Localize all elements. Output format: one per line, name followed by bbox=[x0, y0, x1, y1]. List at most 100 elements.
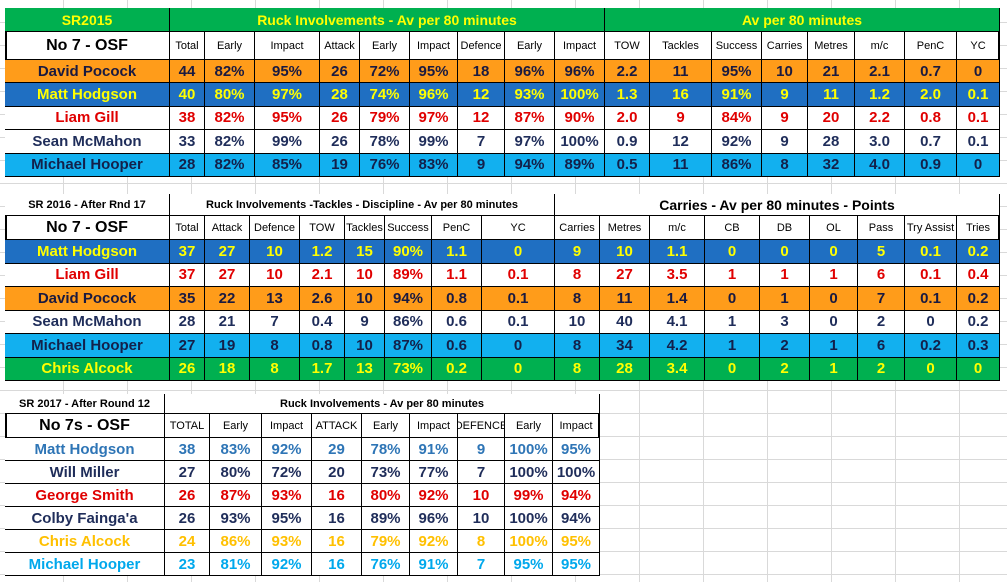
stat-value: 74% bbox=[360, 83, 410, 107]
stat-value: 11 bbox=[600, 287, 650, 311]
player-name: Michael Hooper bbox=[5, 553, 165, 576]
player-name: David Pocock bbox=[5, 60, 170, 84]
stat-value: 8 bbox=[250, 334, 300, 358]
stat-value: 0 bbox=[760, 240, 810, 264]
stat-value: 73% bbox=[385, 357, 432, 381]
stat-value: 94% bbox=[505, 153, 555, 177]
stat-value: 4.2 bbox=[650, 334, 705, 358]
stat-value: 95% bbox=[255, 106, 320, 131]
stat-value: 37 bbox=[170, 263, 205, 287]
stat-value: 12 bbox=[650, 130, 712, 154]
stat-value: 72% bbox=[360, 60, 410, 84]
stat-value: 12 bbox=[458, 83, 505, 107]
stat-value: 22 bbox=[205, 287, 250, 311]
column-header: Metres bbox=[600, 216, 650, 240]
player-name: Matt Hodgson bbox=[5, 438, 165, 461]
stat-value: 0.4 bbox=[957, 263, 1000, 287]
column-header: Defence bbox=[458, 32, 505, 60]
stat-value: 2.0 bbox=[605, 106, 650, 131]
column-header: m/c bbox=[650, 216, 705, 240]
table-title: SR2015 bbox=[5, 8, 170, 32]
stat-value: 7 bbox=[458, 130, 505, 154]
stat-value: 2 bbox=[858, 357, 905, 381]
column-header: Early bbox=[362, 414, 410, 438]
stat-value: 28 bbox=[808, 130, 855, 154]
stat-value: 23 bbox=[165, 553, 210, 576]
column-header: PenC bbox=[432, 216, 482, 240]
stat-value: 0.1 bbox=[957, 130, 1000, 154]
stat-value: 90% bbox=[385, 240, 432, 264]
stat-value: 2.0 bbox=[905, 83, 957, 107]
stat-value: 79% bbox=[360, 106, 410, 131]
stat-value: 80% bbox=[362, 484, 410, 507]
stat-value: 3.5 bbox=[650, 263, 705, 287]
player-name: Sean McMahon bbox=[5, 310, 170, 334]
group-header: Ruck Involvements - Av per 80 minutes bbox=[165, 394, 600, 414]
stat-value: 27 bbox=[165, 461, 210, 484]
stat-value: 95% bbox=[505, 553, 553, 576]
stat-value: 1 bbox=[810, 263, 858, 287]
stat-value: 7 bbox=[458, 553, 505, 576]
column-header: Success bbox=[385, 216, 432, 240]
player-name: George Smith bbox=[5, 484, 165, 507]
stat-value: 96% bbox=[505, 60, 555, 84]
stat-value: 0.1 bbox=[482, 263, 555, 287]
stat-value: 10 bbox=[458, 484, 505, 507]
stat-value: 27 bbox=[170, 334, 205, 358]
stat-value: 95% bbox=[553, 553, 600, 576]
stat-value: 16 bbox=[312, 530, 362, 553]
stat-value: 16 bbox=[312, 484, 362, 507]
stat-value: 2 bbox=[760, 334, 810, 358]
stat-value: 0.1 bbox=[905, 240, 957, 264]
stat-value: 10 bbox=[345, 287, 385, 311]
stat-value: 0.5 bbox=[605, 153, 650, 177]
column-header: Impact bbox=[255, 32, 320, 60]
stat-value: 89% bbox=[362, 507, 410, 530]
stat-value: 8 bbox=[555, 357, 600, 381]
stat-value: 8 bbox=[458, 530, 505, 553]
stat-value: 40 bbox=[600, 310, 650, 334]
column-header: Impact bbox=[555, 32, 605, 60]
table-title: SR 2016 - After Rnd 17 bbox=[5, 194, 170, 216]
column-header: ATTACK bbox=[312, 414, 362, 438]
stat-value: 38 bbox=[170, 106, 205, 131]
stat-value: 2.2 bbox=[605, 60, 650, 84]
column-header: YC bbox=[957, 32, 1000, 60]
stat-value: 1 bbox=[760, 263, 810, 287]
stat-value: 11 bbox=[650, 153, 712, 177]
stat-value: 0 bbox=[705, 287, 760, 311]
stat-value: 93% bbox=[262, 530, 312, 553]
stat-value: 20 bbox=[808, 106, 855, 131]
stat-value: 80% bbox=[205, 83, 255, 107]
stat-value: 93% bbox=[210, 507, 262, 530]
stat-value: 76% bbox=[360, 153, 410, 177]
column-header: PenC bbox=[905, 32, 957, 60]
player-name: Liam Gill bbox=[5, 106, 170, 131]
stat-value: 0.1 bbox=[905, 263, 957, 287]
stat-value: 26 bbox=[320, 60, 360, 84]
stat-value: 3 bbox=[760, 310, 810, 334]
stat-value: 77% bbox=[410, 461, 458, 484]
stat-value: 0.9 bbox=[605, 130, 650, 154]
stat-value: 86% bbox=[712, 153, 762, 177]
stat-value: 0.3 bbox=[957, 334, 1000, 358]
column-header: m/c bbox=[855, 32, 905, 60]
stat-value: 92% bbox=[262, 438, 312, 461]
stat-value: 1 bbox=[810, 334, 858, 358]
position-label: No 7 - OSF bbox=[5, 32, 170, 60]
stat-value: 99% bbox=[410, 130, 458, 154]
stat-value: 38 bbox=[165, 438, 210, 461]
player-name: Chris Alcock bbox=[5, 530, 165, 553]
player-name: David Pocock bbox=[5, 287, 170, 311]
stat-value: 92% bbox=[410, 530, 458, 553]
stat-value: 6 bbox=[858, 334, 905, 358]
column-header: Tackles bbox=[345, 216, 385, 240]
stat-value: 40 bbox=[170, 83, 205, 107]
stat-value: 10 bbox=[250, 240, 300, 264]
stat-value: 34 bbox=[600, 334, 650, 358]
stat-value: 76% bbox=[362, 553, 410, 576]
stat-value: 26 bbox=[165, 507, 210, 530]
stat-value: 1.1 bbox=[650, 240, 705, 264]
stat-value: 1 bbox=[705, 263, 760, 287]
stat-value: 2.1 bbox=[855, 60, 905, 84]
